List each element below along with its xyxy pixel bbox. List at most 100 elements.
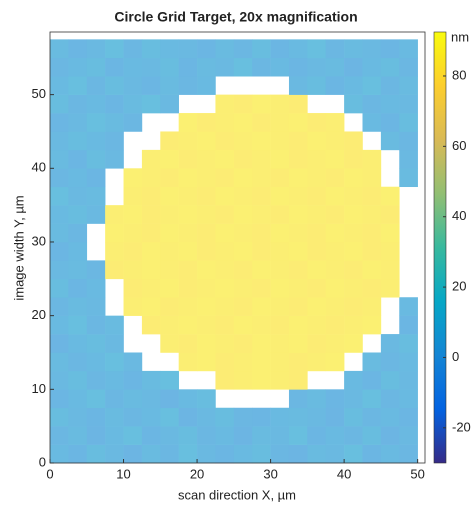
heatmap-cell xyxy=(179,334,198,353)
heatmap-cell xyxy=(87,39,106,58)
colorbar-tick-label: 0 xyxy=(452,349,459,364)
y-tick-label: 0 xyxy=(39,454,46,469)
heatmap-cell xyxy=(50,371,69,390)
heatmap-cell xyxy=(271,242,290,261)
heatmap-cell xyxy=(289,242,308,261)
heatmap-cell xyxy=(124,76,143,95)
heatmap-cell xyxy=(160,334,179,353)
heatmap-cell xyxy=(142,445,161,464)
x-tick-label: 10 xyxy=(116,466,130,481)
heatmap-cell xyxy=(326,389,345,408)
heatmap-cell xyxy=(252,371,271,390)
heatmap-cell xyxy=(326,113,345,132)
heatmap-cell xyxy=(326,187,345,206)
heatmap-cell xyxy=(197,205,216,224)
heatmap-cell xyxy=(289,95,308,114)
heatmap-cell xyxy=(344,131,363,150)
heatmap-cell xyxy=(105,445,124,464)
heatmap-cell xyxy=(68,279,87,298)
heatmap-cell xyxy=(68,168,87,187)
heatmap-cell xyxy=(68,113,87,132)
heatmap-cell xyxy=(271,39,290,58)
heatmap-cell xyxy=(197,224,216,243)
x-tick-label: 20 xyxy=(190,466,204,481)
colorbar-tick-label: 40 xyxy=(452,208,466,223)
heatmap-cell xyxy=(160,205,179,224)
heatmap-cell xyxy=(326,316,345,335)
heatmap-cell xyxy=(252,408,271,427)
heatmap-cell xyxy=(326,334,345,353)
heatmap-cell xyxy=(326,297,345,316)
heatmap-cell xyxy=(363,205,382,224)
heatmap-cell xyxy=(87,426,106,445)
heatmap-cell xyxy=(160,408,179,427)
heatmap-cell xyxy=(87,205,106,224)
heatmap-cell xyxy=(179,168,198,187)
heatmap-cell xyxy=(197,426,216,445)
heatmap-cell xyxy=(363,316,382,335)
heatmap-cell xyxy=(307,297,326,316)
heatmap-cell xyxy=(142,224,161,243)
heatmap-cell xyxy=(307,445,326,464)
heatmap-cell xyxy=(197,187,216,206)
heatmap-cell xyxy=(179,279,198,298)
heatmap-cell xyxy=(124,297,143,316)
heatmap-cell xyxy=(307,408,326,427)
heatmap-cell xyxy=(381,131,400,150)
heatmap-cell xyxy=(252,426,271,445)
heatmap-cell xyxy=(142,408,161,427)
heatmap-cell xyxy=(105,260,124,279)
heatmap-cell xyxy=(289,131,308,150)
heatmap-cell xyxy=(289,113,308,132)
colorbar-tick-label: 80 xyxy=(452,67,466,82)
heatmap-cell xyxy=(215,95,234,114)
heatmap-cell xyxy=(289,150,308,169)
heatmap-cell xyxy=(344,408,363,427)
heatmap-cell xyxy=(142,39,161,58)
heatmap-cell xyxy=(68,131,87,150)
heatmap-cell xyxy=(381,187,400,206)
heatmap-cell xyxy=(68,39,87,58)
heatmap-cell xyxy=(160,389,179,408)
heatmap-cell xyxy=(215,187,234,206)
y-tick-label: 20 xyxy=(32,307,46,322)
heatmap-cell xyxy=(307,224,326,243)
heatmap-cell xyxy=(271,352,290,371)
heatmap-cell xyxy=(344,76,363,95)
heatmap-cell xyxy=(344,334,363,353)
heatmap-cell xyxy=(289,408,308,427)
heatmap-cell xyxy=(160,279,179,298)
heatmap-cell xyxy=(326,76,345,95)
heatmap-cell xyxy=(68,426,87,445)
y-tick-label: 40 xyxy=(32,160,46,175)
heatmap-cell xyxy=(142,187,161,206)
heatmap-cell xyxy=(234,260,253,279)
chart-title: Circle Grid Target, 20x magnification xyxy=(114,9,357,25)
heatmap-cell xyxy=(234,58,253,77)
heatmap-cell xyxy=(50,445,69,464)
heatmap-cell xyxy=(160,39,179,58)
heatmap-cell xyxy=(363,76,382,95)
heatmap-cell xyxy=(50,58,69,77)
heatmap-cell xyxy=(344,297,363,316)
heatmap-cell xyxy=(68,76,87,95)
heatmap-cell xyxy=(50,150,69,169)
heatmap-cell xyxy=(252,168,271,187)
heatmap-cell xyxy=(289,224,308,243)
heatmap-cell xyxy=(326,242,345,261)
heatmap-cell xyxy=(197,297,216,316)
heatmap-cell xyxy=(160,260,179,279)
heatmap-cell xyxy=(363,113,382,132)
heatmap-cell xyxy=(142,76,161,95)
heatmap-cell xyxy=(179,242,198,261)
heatmap-cell xyxy=(124,260,143,279)
heatmap-cell xyxy=(105,58,124,77)
heatmap-cell xyxy=(344,168,363,187)
heatmap-cell xyxy=(289,168,308,187)
heatmap-cell xyxy=(197,408,216,427)
heatmap-cell xyxy=(179,150,198,169)
heatmap-cell xyxy=(289,76,308,95)
heatmap-cell xyxy=(344,95,363,114)
heatmap-cell xyxy=(252,95,271,114)
heatmap-cell xyxy=(326,279,345,298)
